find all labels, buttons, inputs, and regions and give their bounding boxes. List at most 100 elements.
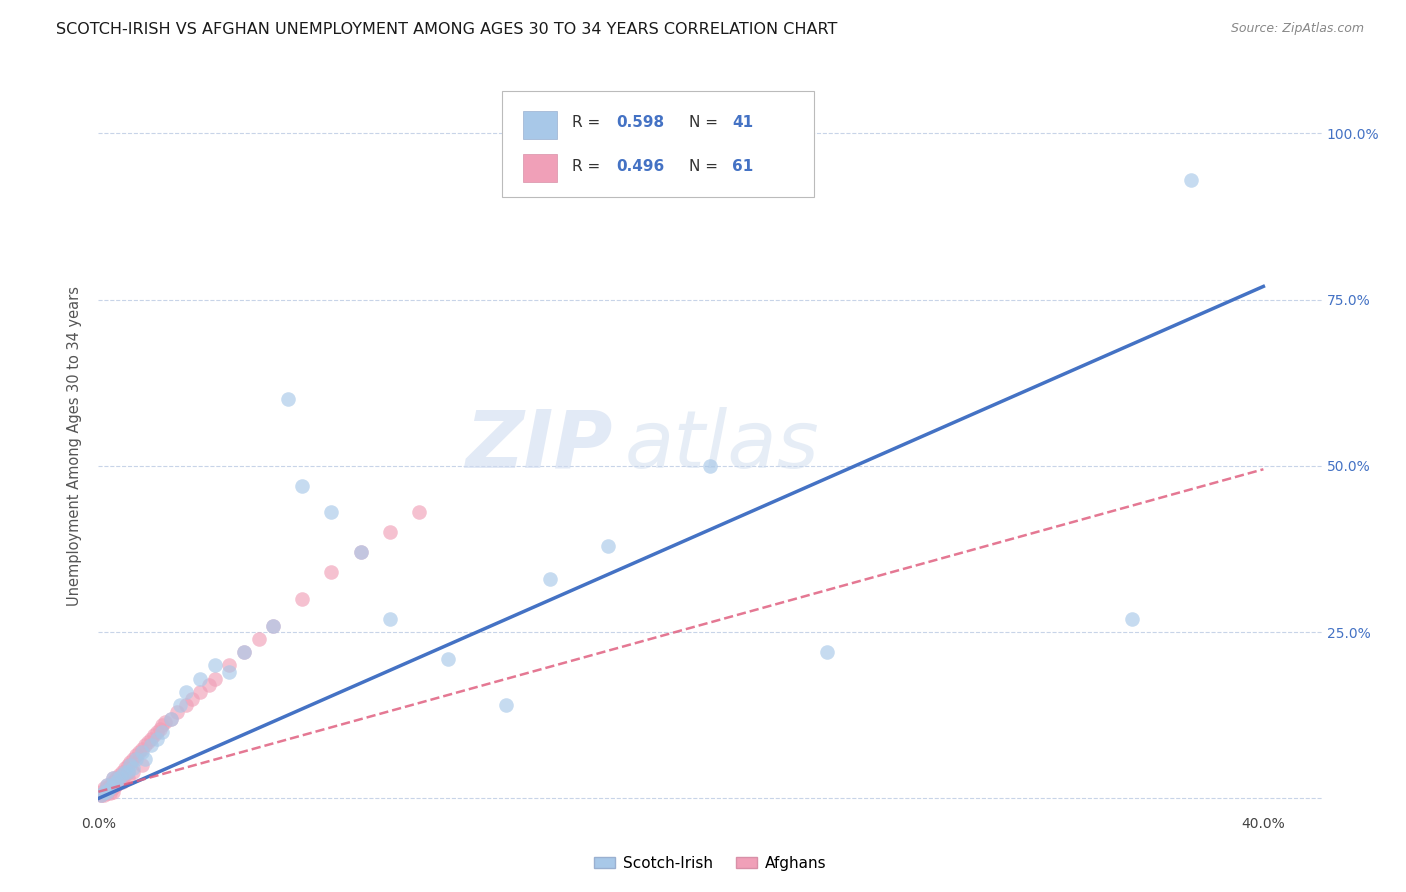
Point: [233, 645, 256, 659]
Point: [321, 566, 343, 580]
Point: [349, 545, 371, 559]
Point: [117, 764, 139, 779]
Text: R =: R =: [572, 159, 605, 174]
Point: [131, 758, 153, 772]
Point: [204, 672, 226, 686]
Point: [120, 758, 142, 772]
Point: [120, 755, 142, 769]
Point: [142, 728, 165, 742]
Text: N =: N =: [689, 159, 723, 174]
Point: [114, 768, 136, 782]
Point: [122, 762, 145, 776]
Point: [262, 618, 284, 632]
Point: [125, 748, 148, 763]
Point: [101, 778, 124, 792]
Point: [134, 751, 156, 765]
FancyBboxPatch shape: [523, 111, 557, 138]
Point: [104, 778, 127, 792]
Point: [101, 774, 124, 789]
Point: [117, 758, 139, 772]
Point: [815, 645, 838, 659]
Point: [96, 778, 118, 792]
Point: [155, 714, 177, 729]
Point: [291, 479, 314, 493]
Point: [160, 712, 183, 726]
Point: [111, 774, 134, 789]
Text: N =: N =: [689, 115, 723, 130]
Point: [93, 785, 115, 799]
Point: [122, 764, 145, 779]
Point: [101, 772, 124, 786]
Point: [90, 788, 112, 802]
Point: [101, 781, 124, 796]
Text: SCOTCH-IRISH VS AFGHAN UNEMPLOYMENT AMONG AGES 30 TO 34 YEARS CORRELATION CHART: SCOTCH-IRISH VS AFGHAN UNEMPLOYMENT AMON…: [56, 22, 838, 37]
Text: R =: R =: [572, 115, 605, 130]
Point: [111, 768, 134, 782]
Point: [98, 778, 121, 792]
Point: [699, 458, 721, 473]
Point: [149, 722, 172, 736]
Point: [204, 658, 226, 673]
Point: [98, 781, 121, 796]
Text: ZIP: ZIP: [465, 407, 612, 485]
Point: [104, 778, 127, 792]
Point: [96, 778, 118, 792]
Point: [93, 788, 115, 802]
Point: [408, 506, 430, 520]
Point: [291, 591, 314, 606]
Point: [180, 691, 202, 706]
Point: [152, 718, 174, 732]
Point: [262, 618, 284, 632]
Point: [218, 658, 240, 673]
Point: [111, 764, 134, 779]
Text: atlas: atlas: [624, 407, 820, 485]
Point: [321, 506, 343, 520]
Point: [160, 712, 183, 726]
Point: [96, 786, 118, 800]
Point: [139, 738, 162, 752]
Text: 41: 41: [733, 115, 754, 130]
Point: [495, 698, 517, 713]
Point: [93, 786, 115, 800]
Point: [131, 741, 153, 756]
Point: [98, 781, 121, 796]
Point: [152, 725, 174, 739]
Point: [1180, 173, 1202, 187]
Point: [188, 685, 212, 699]
Point: [188, 672, 212, 686]
Point: [117, 772, 139, 786]
Point: [131, 745, 153, 759]
Text: 0.598: 0.598: [616, 115, 664, 130]
Point: [93, 781, 115, 796]
Point: [101, 772, 124, 786]
Point: [111, 772, 134, 786]
Point: [96, 785, 118, 799]
Text: 61: 61: [733, 159, 754, 174]
Point: [98, 786, 121, 800]
Point: [538, 572, 561, 586]
Point: [378, 612, 401, 626]
Text: Source: ZipAtlas.com: Source: ZipAtlas.com: [1230, 22, 1364, 36]
Point: [125, 751, 148, 765]
Point: [139, 731, 162, 746]
Point: [596, 539, 619, 553]
Text: 0.496: 0.496: [616, 159, 664, 174]
Point: [218, 665, 240, 679]
Point: [277, 392, 299, 407]
Point: [247, 632, 270, 646]
Point: [108, 774, 131, 789]
Point: [1121, 612, 1143, 626]
Point: [114, 764, 136, 779]
Point: [104, 774, 127, 789]
Legend: Scotch-Irish, Afghans: Scotch-Irish, Afghans: [588, 850, 832, 877]
FancyBboxPatch shape: [502, 91, 814, 197]
Point: [166, 705, 188, 719]
Point: [198, 678, 221, 692]
Point: [128, 745, 150, 759]
FancyBboxPatch shape: [523, 154, 557, 182]
Point: [378, 525, 401, 540]
Point: [114, 762, 136, 776]
Point: [349, 545, 371, 559]
Y-axis label: Unemployment Among Ages 30 to 34 years: Unemployment Among Ages 30 to 34 years: [67, 286, 83, 606]
Point: [96, 785, 118, 799]
